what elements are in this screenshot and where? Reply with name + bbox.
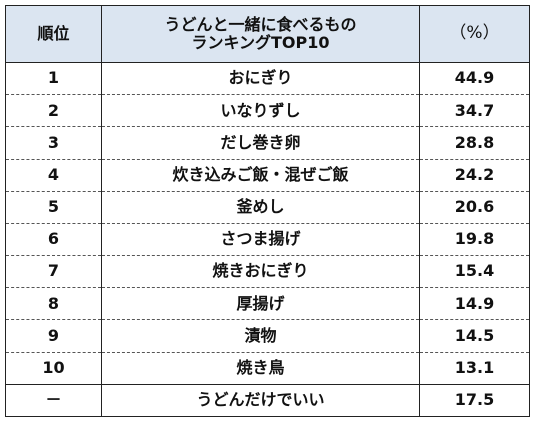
- item-cell: 炊き込みご飯・混ぜご飯: [101, 159, 420, 192]
- value-cell: 13.1: [419, 352, 530, 385]
- header-title-line-2: ランキングTOP10: [191, 33, 330, 52]
- rank-cell: －: [5, 384, 102, 418]
- item-cell: 厚揚げ: [101, 287, 420, 321]
- value-cell: 44.9: [419, 62, 530, 96]
- value-cell: 14.9: [419, 287, 530, 321]
- item-cell: 漬物: [101, 319, 420, 353]
- table-row: 10 焼き鳥 13.1: [5, 352, 530, 385]
- table-row: 8 厚揚げ 14.9: [5, 287, 530, 321]
- ranking-table: 順位 うどんと一緒に食べるもの ランキングTOP10 （%） 1 おにぎり 44…: [5, 5, 530, 418]
- table-row: 6 さつま揚げ 19.8: [5, 223, 530, 257]
- rank-cell: 3: [5, 126, 102, 160]
- table-row: 3 だし巻き卵 28.8: [5, 126, 530, 160]
- rank-cell: 6: [5, 223, 102, 257]
- item-cell: さつま揚げ: [101, 223, 420, 257]
- table-row: 7 焼きおにぎり 15.4: [5, 255, 530, 289]
- item-cell: 釜めし: [101, 191, 420, 224]
- header-title: うどんと一緒に食べるもの ランキングTOP10: [101, 5, 420, 63]
- value-cell: 14.5: [419, 319, 530, 353]
- value-cell: 34.7: [419, 94, 530, 128]
- table-row: － うどんだけでいい 17.5: [5, 384, 530, 418]
- value-cell: 24.2: [419, 159, 530, 192]
- header-title-line-1: うどんと一緒に食べるもの: [164, 14, 357, 34]
- item-cell: 焼きおにぎり: [101, 255, 420, 289]
- item-cell: いなりずし: [101, 94, 420, 128]
- table-row: 2 いなりずし 34.7: [5, 94, 530, 128]
- header-rank: 順位: [5, 5, 102, 63]
- value-cell: 15.4: [419, 255, 530, 289]
- item-cell: うどんだけでいい: [101, 384, 420, 418]
- rank-cell: 10: [5, 352, 102, 385]
- table-header-row: 順位 うどんと一緒に食べるもの ランキングTOP10 （%）: [5, 5, 530, 63]
- rank-cell: 8: [5, 287, 102, 321]
- rank-cell: 4: [5, 159, 102, 192]
- table-row: 1 おにぎり 44.9: [5, 62, 530, 96]
- rank-cell: 5: [5, 191, 102, 224]
- value-cell: 20.6: [419, 191, 530, 224]
- rank-cell: 2: [5, 94, 102, 128]
- rank-cell: 7: [5, 255, 102, 289]
- value-cell: 17.5: [419, 384, 530, 418]
- item-cell: だし巻き卵: [101, 126, 420, 160]
- value-cell: 28.8: [419, 126, 530, 160]
- item-cell: 焼き鳥: [101, 352, 420, 385]
- rank-cell: 9: [5, 319, 102, 353]
- ranking-table-container: 順位 うどんと一緒に食べるもの ランキングTOP10 （%） 1 おにぎり 44…: [5, 5, 530, 418]
- header-unit: （%）: [419, 5, 530, 63]
- table-row: 5 釜めし 20.6: [5, 191, 530, 224]
- value-cell: 19.8: [419, 223, 530, 257]
- table-row: 9 漬物 14.5: [5, 319, 530, 353]
- table-row: 4 炊き込みご飯・混ぜご飯 24.2: [5, 159, 530, 192]
- item-cell: おにぎり: [101, 62, 420, 96]
- rank-cell: 1: [5, 62, 102, 96]
